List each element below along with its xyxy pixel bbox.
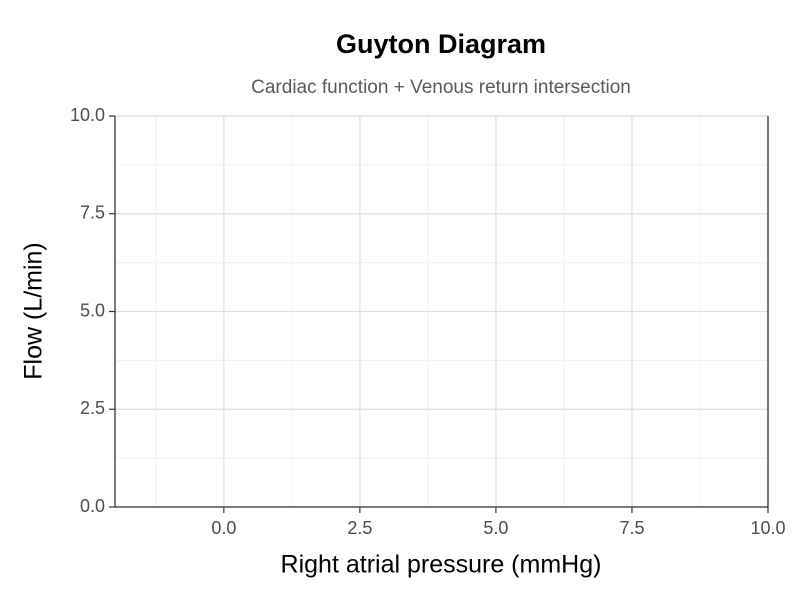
y-axis-title: Flow (L/min) <box>20 242 48 380</box>
x-tick-label: 5.0 <box>483 518 508 538</box>
y-tick-label: 5.0 <box>80 300 105 320</box>
chart-subtitle: Cardiac function + Venous return interse… <box>251 77 631 98</box>
x-tick-label: 0.0 <box>211 518 236 538</box>
x-tick-label: 2.5 <box>347 518 372 538</box>
chart-title: Guyton Diagram <box>336 29 546 59</box>
y-tick-label: 0.0 <box>80 496 105 516</box>
x-tick-label: 7.5 <box>619 518 644 538</box>
x-axis-title: Right atrial pressure (mmHg) <box>281 551 602 579</box>
y-tick-label: 2.5 <box>80 398 105 418</box>
x-tick-label: 10.0 <box>750 518 785 538</box>
y-tick-label: 7.5 <box>80 203 105 223</box>
y-tick-label: 10.0 <box>70 105 105 125</box>
